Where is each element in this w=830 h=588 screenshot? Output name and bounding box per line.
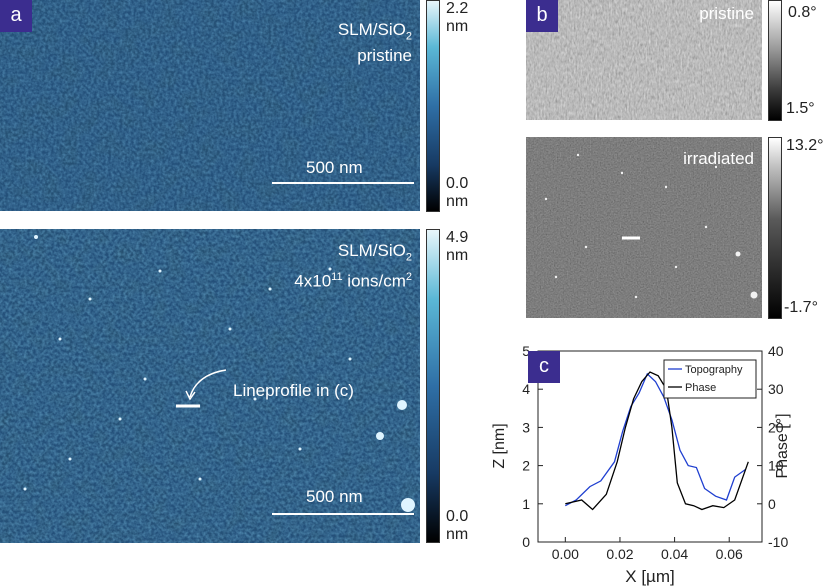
series-line-phase (565, 371, 749, 511)
y2-ticks: -10 0 10 20 30 40 (757, 343, 788, 550)
colorbar-b-bottom (768, 137, 782, 319)
colorbar-b-top-min: 1.5° (786, 100, 815, 117)
afm-texture-pristine (0, 0, 420, 211)
y2-tick-label: -10 (768, 534, 788, 550)
x-tick-label: 0.00 (552, 546, 579, 562)
afm-texture-irradiated (0, 229, 420, 543)
sample-label-pristine: SLM/SiO2 pristine (337, 20, 412, 66)
y-tick-label: 1 (522, 496, 530, 512)
x-tick-label: 0.04 (661, 546, 688, 562)
colorbar-b-bottom-min: -1.7° (784, 299, 818, 316)
sample-label-irradiated: SLM/SiO2 4x1011 ions/cm2 (294, 241, 412, 292)
colorbar-a-bottom-max: 4.9 nm (446, 229, 469, 264)
legend-label-topography: Topography (685, 364, 743, 376)
y-tick-label: 3 (522, 419, 530, 435)
colorbar-b-bottom-max: 13.2° (786, 137, 824, 154)
legend-label-phase: Phase (685, 382, 716, 394)
colorbar-a-top (426, 0, 440, 212)
colorbar-a-bottom (426, 229, 440, 543)
phase-spots (544, 153, 758, 299)
scalebar-label-bottom: 500 nm (306, 487, 363, 506)
y2-tick-label: 10 (768, 458, 784, 474)
x-tick-label: 0.02 (606, 546, 633, 562)
y-ticks: 0 1 2 3 4 5 (522, 343, 543, 550)
phase-texture-irradiated (526, 137, 762, 318)
y2-tick-label: 0 (768, 496, 776, 512)
colorbar-a-top-min: 0.0 nm (446, 175, 469, 210)
y-tick-label: 5 (522, 343, 530, 359)
panel-b-tag: b (526, 0, 558, 32)
phase-label-irradiated: irradiated (683, 149, 754, 168)
phase-label-pristine: pristine (699, 4, 754, 23)
panel-a-tag: a (0, 0, 32, 32)
phase-texture-pristine (526, 0, 762, 120)
x-ticks: 0.00 0.02 0.04 0.06 (552, 537, 743, 562)
lineprofile-chart: 0.00 0.02 0.04 0.06 0 1 2 3 4 5 -10 0 10 20 30 40 X [… (491, 343, 791, 586)
y-tick-label: 4 (522, 381, 530, 397)
x-tick-label: 0.06 (716, 546, 743, 562)
y-tick-label: 2 (522, 458, 530, 474)
colorbar-a-top-max: 2.2 nm (446, 0, 469, 35)
lineprofile-annotation: Lineprofile in (c) (233, 381, 354, 400)
phase-image-pristine: b pristine (526, 0, 762, 120)
y-axis-label: Z [nm] (491, 423, 508, 468)
y2-tick-label: 30 (768, 381, 784, 397)
scalebar-label-top: 500 nm (306, 158, 363, 177)
annotation-arrow (189, 369, 227, 398)
phase-image-irradiated: irradiated (526, 137, 762, 318)
colorbar-b-top (768, 0, 782, 121)
afm-image-irradiated: SLM/SiO2 4x1011 ions/cm2 Lineprofile in … (0, 229, 420, 543)
panel-c-tag: c (528, 351, 560, 383)
colorbar-a-bottom-min: 0.0 nm (446, 508, 469, 543)
legend-box (663, 359, 757, 399)
scalebar-bottom (272, 513, 414, 515)
x-axis-label: X [µm] (625, 567, 674, 586)
y2-tick-label: 20 (768, 419, 784, 435)
series-line-topography (564, 372, 746, 507)
colorbar-b-top-max: 0.8° (788, 4, 817, 21)
y2-axis-label: Phase [°] (774, 413, 791, 478)
legend: Topography Phase (663, 359, 757, 399)
scalebar-top (272, 182, 414, 184)
afm-image-pristine: a SLM/SiO2 pristine 500 nm (0, 0, 420, 211)
annotation-arrowhead (185, 390, 196, 401)
y-tick-label: 0 (522, 534, 530, 550)
plot-frame (537, 350, 763, 543)
y2-tick-label: 40 (768, 343, 784, 359)
irradiation-spots (23, 235, 415, 512)
